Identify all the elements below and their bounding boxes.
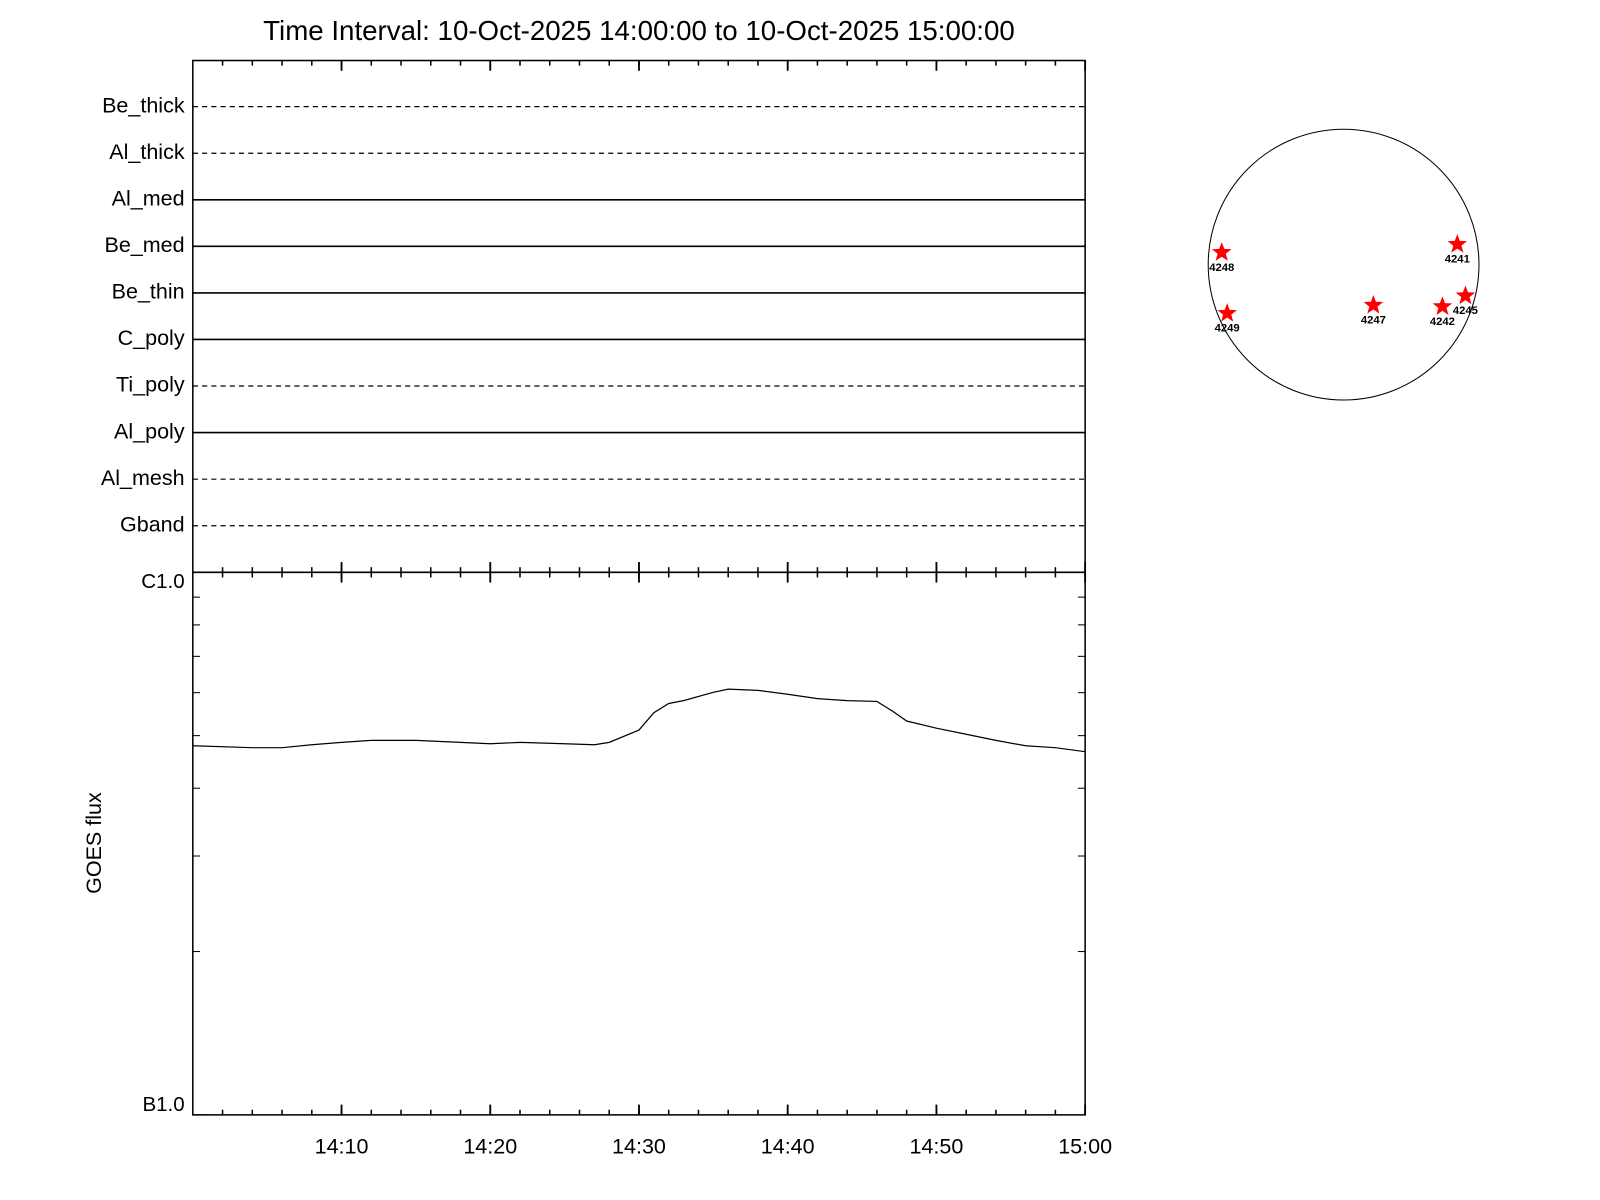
filter-label: Be_thin bbox=[112, 280, 185, 304]
active-region-marker bbox=[1432, 296, 1453, 315]
goes-flux-line bbox=[192, 688, 1086, 753]
y-tick-label: B1.0 bbox=[142, 1093, 184, 1116]
active-region-marker bbox=[1363, 294, 1384, 314]
filter-panel bbox=[192, 59, 1086, 574]
x-tick-label: 14:10 bbox=[315, 1134, 369, 1158]
x-tick-label: 14:30 bbox=[612, 1134, 666, 1158]
filter-label: Al_thick bbox=[109, 140, 185, 164]
filter-label: Al_med bbox=[112, 186, 185, 210]
goes-panel bbox=[192, 571, 1086, 1116]
active-region-label: 4245 bbox=[1453, 305, 1478, 317]
filter-label: Al_mesh bbox=[101, 466, 185, 490]
y-axis-label: GOES flux bbox=[82, 792, 106, 894]
filter-label: Be_thick bbox=[102, 93, 185, 117]
x-tick-label: 15:00 bbox=[1058, 1134, 1112, 1158]
active-region-marker bbox=[1455, 285, 1476, 305]
active-region-label: 4247 bbox=[1361, 315, 1386, 327]
filter-label: C_poly bbox=[118, 326, 185, 350]
chart-title: Time Interval: 10-Oct-2025 14:00:00 to 1… bbox=[263, 15, 1015, 46]
solar-disk bbox=[1207, 128, 1480, 401]
filter-label: Be_med bbox=[104, 233, 184, 257]
x-tick-label: 14:50 bbox=[909, 1134, 963, 1158]
active-region-marker bbox=[1447, 234, 1468, 253]
active-region-label: 4248 bbox=[1209, 262, 1234, 274]
y-tick-label: C1.0 bbox=[141, 570, 184, 593]
active-region-label: 4242 bbox=[1430, 316, 1455, 328]
x-tick-label: 14:20 bbox=[463, 1134, 517, 1158]
x-tick-label: 14:40 bbox=[761, 1134, 815, 1158]
active-region-label: 4241 bbox=[1445, 254, 1470, 266]
active-region-marker bbox=[1217, 303, 1237, 322]
active-region-marker bbox=[1212, 242, 1232, 261]
filter-label: Gband bbox=[120, 512, 185, 536]
filter-label: Al_poly bbox=[114, 419, 185, 443]
filter-label: Ti_poly bbox=[116, 373, 185, 397]
active-region-label: 4249 bbox=[1215, 323, 1240, 335]
